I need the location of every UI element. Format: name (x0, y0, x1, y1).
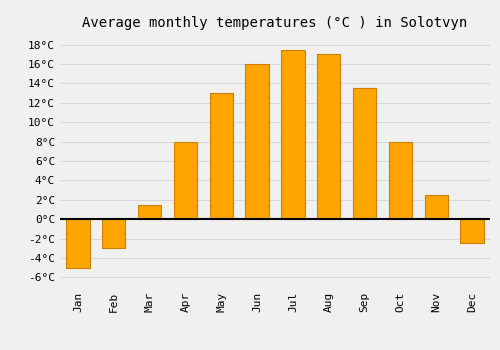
Bar (210, 93, 233, 219)
Bar (102, 219, 126, 248)
Bar (282, 50, 304, 219)
Bar (353, 88, 376, 219)
Title: Average monthly temperatures (°C ) in Solotvyn: Average monthly temperatures (°C ) in So… (82, 16, 468, 30)
Bar (460, 219, 483, 243)
Bar (424, 195, 448, 219)
Bar (317, 54, 340, 219)
Bar (389, 142, 412, 219)
Bar (246, 64, 268, 219)
Bar (138, 205, 161, 219)
Bar (174, 142, 197, 219)
Bar (66, 219, 90, 268)
